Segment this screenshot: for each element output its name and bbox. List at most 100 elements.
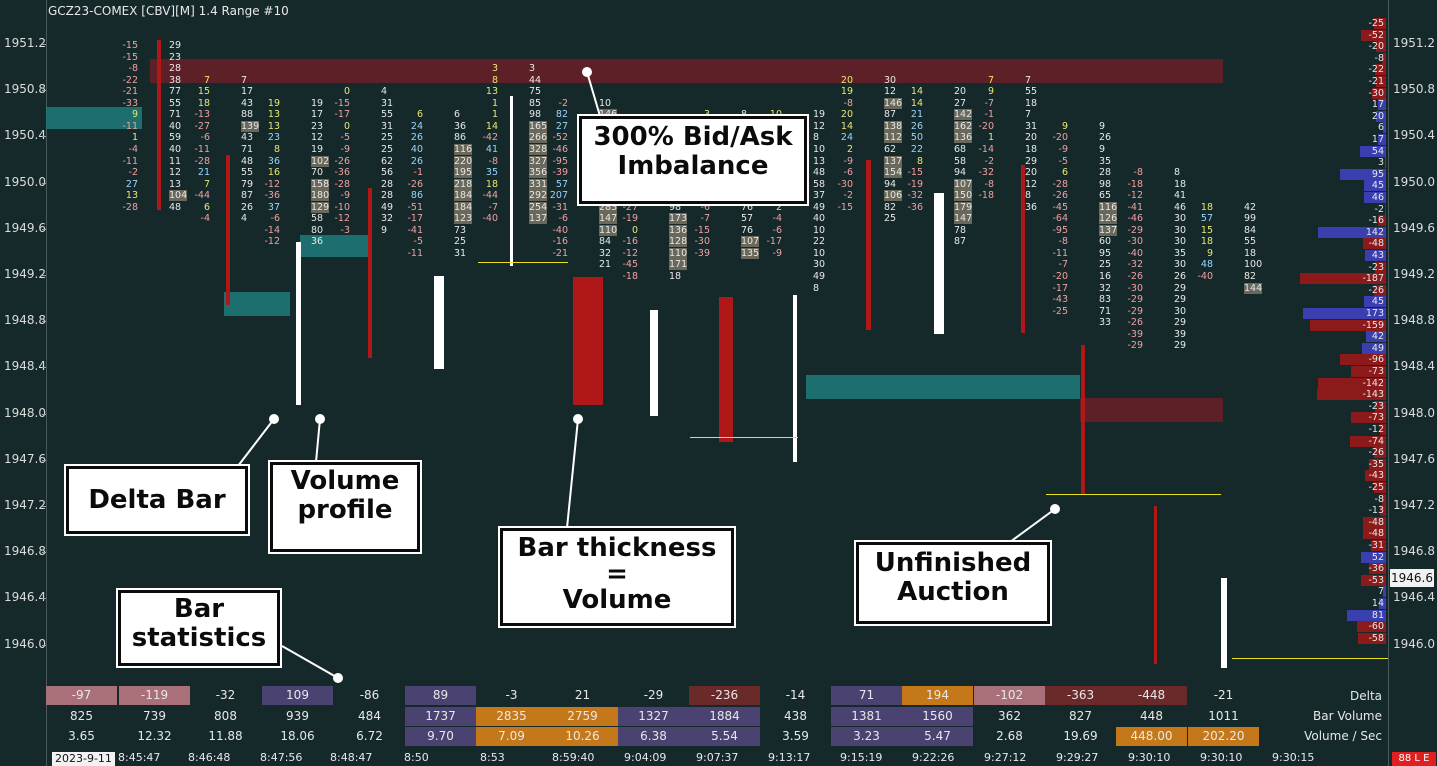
- delta-cell: -19: [622, 213, 638, 225]
- volume-cell: 20: [1025, 132, 1038, 144]
- profile-bar: [1339, 354, 1386, 366]
- delta-cell: -7: [488, 201, 498, 213]
- volume-cell: 98: [529, 109, 542, 121]
- delta-cell: -45: [1052, 201, 1068, 213]
- volume-cell: 138: [884, 120, 903, 132]
- delta-cell: 19: [267, 97, 280, 109]
- volume-cell: 31: [381, 97, 394, 109]
- volume-cell: 25: [454, 236, 467, 248]
- profile-value: 45: [1371, 296, 1384, 308]
- delta-cell: 9: [987, 86, 994, 98]
- profile-bar: [1365, 470, 1386, 482]
- delta-cell: -10: [334, 201, 350, 213]
- delta-cell: 48: [1200, 259, 1213, 271]
- volume-cell: 84: [599, 236, 612, 248]
- delta-cell: 27: [555, 120, 568, 132]
- right-volume-profile-axis[interactable]: [1388, 0, 1437, 766]
- delta-cell: 24: [840, 132, 853, 144]
- volume-cell: 23: [311, 120, 324, 132]
- delta-cell: -26: [1127, 271, 1143, 282]
- volume-cell: 94: [884, 178, 897, 190]
- delta-cell: -8: [984, 178, 994, 190]
- delta-cell: -3: [340, 224, 350, 236]
- delta-cell: -11: [1052, 247, 1068, 259]
- profile-value: -58: [1368, 632, 1384, 644]
- profile-bar: [1365, 250, 1386, 261]
- profile-bar: [1375, 64, 1386, 76]
- profile-bar: [1358, 632, 1386, 644]
- delta-cell: -20: [978, 120, 994, 132]
- profile-bar: [1364, 296, 1386, 308]
- delta-cell: -16: [622, 236, 638, 248]
- volume-cell: 18: [669, 271, 682, 282]
- callout-delta-bar: Delta Bar: [64, 464, 250, 536]
- volume-cell: 32: [381, 213, 394, 225]
- delta-bar: [1221, 578, 1227, 668]
- unfinished-auction-line: [690, 437, 798, 438]
- delta-cell: 15: [197, 86, 210, 98]
- stat-vps: 7.09: [476, 727, 547, 746]
- volume-cell: 331: [529, 178, 548, 190]
- volume-cell: 146: [599, 109, 618, 121]
- volume-cell: 28: [1099, 167, 1112, 179]
- left-price-axis[interactable]: [0, 0, 47, 766]
- delta-cell: -8: [488, 155, 498, 167]
- volume-cell: 8: [741, 109, 748, 121]
- profile-bar: [1379, 598, 1386, 609]
- delta-cell: -40: [552, 224, 568, 236]
- delta-cell: -11: [407, 247, 423, 259]
- delta-cell: -2: [558, 97, 568, 109]
- volume-cell: 123: [454, 213, 473, 225]
- price-tick: [42, 228, 46, 230]
- price-tick-label-right: 1948.8: [1393, 313, 1435, 328]
- delta-cell: -1: [413, 167, 423, 179]
- delta-cell: -40: [482, 213, 498, 225]
- price-tick-label: 1947.2: [4, 498, 46, 512]
- profile-bar: [1376, 110, 1386, 122]
- volume-cell: 43: [241, 97, 254, 109]
- volume-cell: 43: [241, 132, 254, 144]
- volume-cell: 31: [381, 120, 394, 132]
- price-tick: [42, 506, 46, 507]
- leader-line: [315, 418, 321, 463]
- volume-cell: 98: [669, 201, 682, 213]
- volume-cell: 195: [454, 167, 473, 179]
- profile-value: -23: [1368, 400, 1384, 412]
- profile-bar: [1365, 331, 1386, 343]
- price-tick: [42, 90, 46, 92]
- profile-bar: [1317, 226, 1386, 238]
- profile-value: -73: [1368, 366, 1384, 377]
- volume-cell: 8: [813, 132, 820, 144]
- delta-cell: -9: [1058, 143, 1068, 155]
- delta-cell: -26: [407, 178, 423, 190]
- delta-bar: [573, 277, 603, 405]
- delta-cell: -5: [1058, 155, 1068, 167]
- delta-cell: -12: [1127, 190, 1143, 202]
- volume-cell: 48: [241, 155, 254, 167]
- delta-cell: -15: [837, 201, 853, 213]
- volume-cell: 17: [241, 86, 254, 98]
- stat-volume: 808: [214, 709, 237, 723]
- stat-delta: 21: [574, 688, 591, 702]
- volume-cell: 76: [741, 224, 754, 236]
- delta-bar: [296, 242, 301, 405]
- time-label: 9:04:09: [624, 751, 667, 764]
- stat-delta: 194: [902, 686, 973, 705]
- profile-value: -52: [1368, 29, 1384, 41]
- delta-cell: -15: [122, 51, 138, 63]
- profile-value: -48: [1368, 238, 1384, 250]
- delta-cell: -39: [694, 247, 710, 259]
- callout-bar-thickness-line3: Volume: [562, 585, 672, 615]
- delta-cell: 7: [203, 74, 210, 86]
- delta-cell: 6: [203, 201, 210, 213]
- time-label: 8:45:47: [118, 751, 161, 764]
- callout-unfinished-auction: Unfinished Auction: [854, 540, 1052, 626]
- date-label: 2023-9-11: [52, 752, 115, 766]
- delta-bar: [157, 40, 161, 210]
- delta-cell: -9: [340, 143, 350, 155]
- profile-value: -26: [1368, 447, 1384, 459]
- delta-cell: 18: [1200, 236, 1213, 248]
- price-tick: [42, 644, 46, 646]
- unfinished-auction-line: [1046, 494, 1221, 495]
